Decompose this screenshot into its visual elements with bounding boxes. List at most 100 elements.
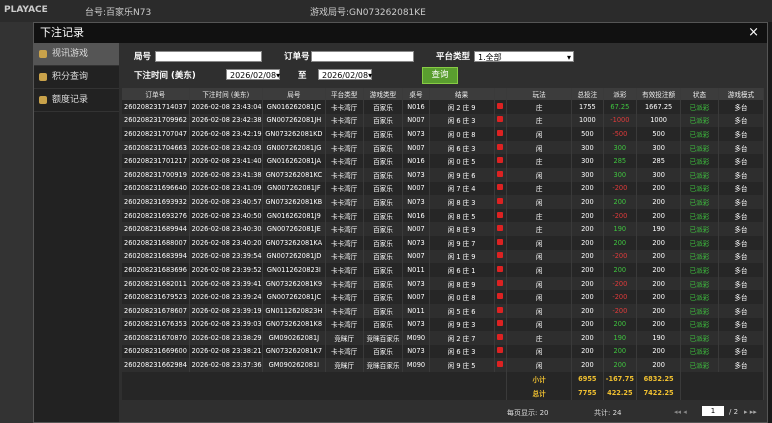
detail-icon[interactable] [497,320,504,327]
close-button[interactable]: × [748,25,759,40]
table-row: 260208231682011 2026-02-08 23:39:41 GN0732… [122,276,765,291]
table-cell: 卡卡湾厅 [325,181,364,196]
table-row: 260208231679523 2026-02-08 23:39:24 GN0072… [122,290,765,304]
table-row: 260208231704663 2026-02-08 23:42:03 GN0072… [122,140,765,155]
table-cell: 百家乐 [363,263,404,277]
column-header: 派彩 [603,88,638,100]
table-cell: 2026-02-08 23:40:57 [189,195,263,209]
table-cell: 多台 [718,113,765,128]
table-cell: GM090262081I [262,358,326,372]
detail-icon[interactable] [497,170,504,177]
platform-select[interactable]: 1.全部 ▾ [474,51,574,62]
table-cell: 百家乐 [363,222,404,236]
table-cell: 300 [571,154,604,168]
prev-buttons[interactable]: ◂◂ ◂ [674,408,687,416]
table-number: 台号:百家乐N73 [85,8,152,18]
table-cell: 已派彩 [680,113,719,128]
detail-icon[interactable] [497,129,504,136]
detail-icon[interactable] [497,265,504,272]
table-cell: 已派彩 [680,317,719,332]
detail-icon[interactable] [497,293,504,300]
round-input[interactable] [155,51,262,62]
table-cell: 闲 9 庄 7 [429,235,495,250]
table-cell: 2026-02-08 23:39:19 [189,303,263,318]
sidebar-item[interactable]: 积分查询 [34,66,119,89]
table-cell: N016 [402,154,430,168]
next-buttons[interactable]: ▸ ▸▸ [744,408,757,416]
detail-cell [494,140,508,155]
order-label: 订单号 [284,52,310,62]
detail-icon[interactable] [497,306,504,313]
table-cell: 闲 9 庄 5 [429,358,495,372]
detail-icon[interactable] [497,116,504,123]
detail-cell [494,317,508,332]
round-label: 局号 [134,52,152,62]
detail-icon[interactable] [497,238,504,245]
table-cell: 已派彩 [680,344,719,359]
detail-icon[interactable] [497,157,504,164]
table-cell: 已派彩 [680,100,719,114]
table-cell: 百家乐 [363,235,404,250]
table-cell: 已派彩 [680,208,719,223]
column-header: 有效投注额 [636,88,682,100]
table-cell: 闲 6 庄 1 [429,263,495,277]
table-row: 260208231693276 2026-02-08 23:40:50 GN0162… [122,208,765,223]
table-cell: 200 [571,222,604,236]
table-cell: 闲 6 庄 3 [429,113,495,128]
detail-icon[interactable] [497,225,504,232]
detail-icon[interactable] [497,143,504,150]
table-cell: 260208231693276 [122,208,190,223]
table-cell: 200 [603,263,638,277]
detail-icon[interactable] [497,184,504,191]
detail-icon[interactable] [497,102,504,109]
table-cell: 庄 [506,208,573,223]
detail-icon[interactable] [497,211,504,218]
sidebar: 视讯游戏 积分查询 额度记录 [34,43,119,422]
table-cell: GN073262081K8 [262,317,326,332]
table-cell: 260208231709962 [122,113,190,128]
date-from[interactable]: 2026/02/08▾ [226,69,280,80]
table-cell: 多台 [718,208,765,223]
platform-label: 平台类型 [436,52,471,62]
table-cell: 200 [636,358,682,372]
detail-icon[interactable] [497,252,504,259]
table-cell: 多台 [718,235,765,250]
query-button[interactable]: 查询 [422,67,458,84]
table-cell: 已派彩 [680,154,719,168]
table-cell: 多台 [718,167,765,182]
detail-icon[interactable] [497,279,504,286]
table-cell: 2026-02-08 23:39:54 [189,249,263,264]
order-input[interactable] [311,51,414,62]
table-cell: GN007262081JF [262,181,326,196]
total-cell: 总计 [506,385,573,400]
table-cell: 庄 [506,154,573,168]
table-cell: N007 [402,222,430,236]
table-cell: N073 [402,276,430,291]
detail-icon[interactable] [497,197,504,204]
table-cell: 200 [571,195,604,209]
page-input[interactable]: 1 [702,406,724,416]
date-to[interactable]: 2026/02/08▾ [318,69,372,80]
table-cell: 闲 0 庄 5 [429,154,495,168]
table-cell: GN073262081K7 [262,344,326,359]
detail-icon[interactable] [497,347,504,354]
table-cell: -200 [603,303,638,318]
sidebar-item[interactable]: 视讯游戏 [34,43,119,66]
table-cell: 百家乐 [363,249,404,264]
detail-cell [494,181,508,196]
detail-icon[interactable] [497,361,504,368]
table-cell: 庄 [506,181,573,196]
table-cell: 卡卡湾厅 [325,113,364,128]
modal-title: 下注记录 [34,23,767,43]
table-cell: 1000 [636,113,682,128]
table-cell: 285 [636,154,682,168]
detail-icon[interactable] [497,333,504,340]
table-cell: 卡卡湾厅 [325,222,364,236]
table-cell: N007 [402,140,430,155]
table-cell: 闲 2 庄 7 [429,331,495,345]
table-cell: 闲 [506,290,573,304]
detail-cell [494,344,508,359]
table-cell: 闲 0 庄 8 [429,290,495,304]
sidebar-item[interactable]: 额度记录 [34,89,119,112]
table-cell: 200 [603,317,638,332]
